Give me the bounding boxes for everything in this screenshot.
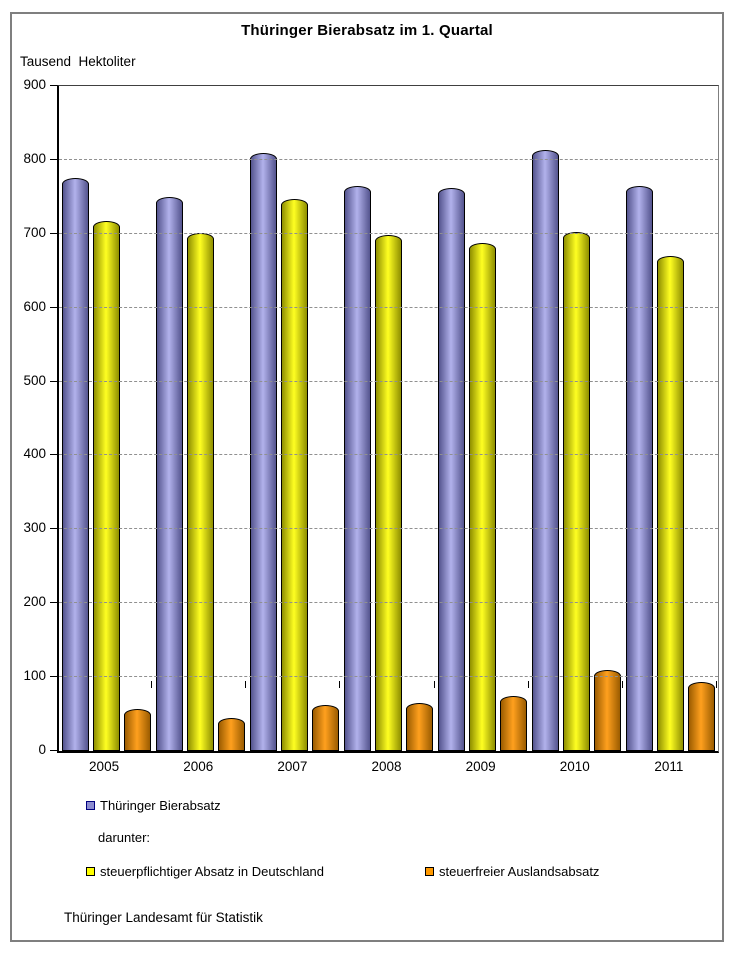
bar-group-2009 — [436, 86, 530, 751]
bar-group-2007 — [247, 86, 341, 751]
y-tick-900 — [50, 85, 57, 86]
bar-2007-thüringer-bierabsatz — [249, 152, 277, 751]
bar-2007-steuerfreier-auslandsabsatz — [311, 705, 339, 751]
y-tick-300 — [50, 528, 57, 530]
y-tick-0 — [50, 750, 57, 751]
gridline-500 — [59, 380, 718, 382]
x-tick-0 — [57, 681, 58, 688]
bar-2008-steuerfreier-auslandsabsatz — [405, 702, 433, 751]
legend-darunter: darunter: — [98, 830, 150, 845]
y-tick-label-0: 0 — [38, 742, 46, 757]
y-tick-label-500: 500 — [23, 372, 46, 388]
bar-2008-steuerpflichtiger-absatz-in-deutschland — [374, 234, 402, 751]
bar-2005-thüringer-bierabsatz — [61, 178, 89, 751]
y-tick-800 — [50, 158, 57, 160]
x-tick-label-2006: 2006 — [183, 759, 214, 774]
y-tick-700 — [50, 232, 57, 234]
bar-2009-thüringer-bierabsatz — [438, 187, 466, 751]
y-tick-400 — [50, 454, 57, 456]
chart-frame: Thüringer Bierabsatz im 1. Quartal Tause… — [10, 12, 724, 942]
bar-2006-thüringer-bierabsatz — [155, 196, 183, 751]
bar-group-2008 — [341, 86, 435, 751]
y-tick-200 — [50, 602, 57, 604]
x-tick-4 — [433, 681, 435, 688]
gridline-800 — [59, 158, 718, 160]
legend-label-darunter: darunter: — [98, 830, 151, 845]
bar-group-2010 — [530, 86, 624, 751]
x-tick-5 — [527, 681, 529, 688]
y-tick-600 — [50, 306, 57, 308]
bar-2006-steuerfreier-auslandsabsatz — [217, 717, 245, 751]
y-tick-label-100: 100 — [23, 668, 46, 684]
y-tick-label-600: 600 — [23, 298, 46, 314]
x-tick-1 — [151, 681, 153, 688]
bar-2010-steuerfreier-auslandsabsatz — [594, 670, 622, 751]
bar-2011-steuerfreier-auslandsabsatz — [688, 681, 716, 751]
bar-group-2011 — [624, 86, 718, 751]
bar-2005-steuerpflichtiger-absatz-in-deutschland — [92, 221, 120, 751]
x-tick-label-2011: 2011 — [654, 759, 684, 774]
gridline-400 — [59, 454, 718, 456]
x-tick-6 — [621, 681, 623, 688]
bar-2008-thüringer-bierabsatz — [343, 185, 371, 751]
x-tick-label-2010: 2010 — [559, 759, 590, 774]
x-tick-2 — [245, 681, 247, 688]
y-tick-500 — [50, 380, 57, 382]
y-tick-label-700: 700 — [23, 224, 46, 240]
x-tick-label-2009: 2009 — [465, 759, 496, 774]
legend-label-domestic: steuerpflichtiger Absatz in Deutschland — [100, 864, 325, 879]
x-tick-3 — [339, 681, 341, 688]
legend-label-total: Thüringer Bierabsatz — [100, 798, 221, 813]
x-tick-label-2008: 2008 — [371, 759, 402, 774]
y-tick-label-900: 900 — [23, 77, 46, 92]
legend-marker-yellow-icon — [86, 867, 95, 876]
gridline-700 — [59, 232, 718, 234]
legend-label-export: steuerfreier Auslandsabsatz — [439, 864, 600, 879]
bar-2011-steuerpflichtiger-absatz-in-deutschland — [657, 255, 685, 751]
bar-2009-steuerpflichtiger-absatz-in-deutschland — [469, 242, 497, 751]
bar-2006-steuerpflichtiger-absatz-in-deutschland — [186, 233, 214, 751]
x-tick-7 — [716, 681, 717, 688]
gridline-200 — [59, 602, 718, 604]
x-axis-labels: 2005 2006 2007 2008 2009 2010 2011 — [57, 759, 716, 774]
y-tick-label-200: 200 — [23, 594, 46, 610]
x-tick-label-2005: 2005 — [89, 759, 120, 774]
bar-2005-steuerfreier-auslandsabsatz — [123, 708, 151, 751]
y-tick-label-800: 800 — [23, 150, 46, 166]
legend-marker-blue-icon — [86, 801, 95, 810]
bar-group-2006 — [153, 86, 247, 751]
x-tick-label-2007: 2007 — [277, 759, 308, 774]
bar-groups — [59, 86, 718, 751]
bar-2010-thüringer-bierabsatz — [532, 150, 560, 751]
gridline-600 — [59, 306, 718, 308]
source-caption: Thüringer Landesamt für Statistik — [64, 910, 263, 925]
legend-item-domestic: steuerpflichtiger Absatz in Deutschland — [86, 864, 324, 879]
chart-title: Thüringer Bierabsatz im 1. Quartal — [241, 22, 493, 39]
y-tick-label-400: 400 — [23, 446, 46, 462]
bar-2010-steuerpflichtiger-absatz-in-deutschland — [563, 231, 591, 751]
gridline-100 — [59, 676, 718, 678]
gridline-300 — [59, 528, 718, 530]
bar-2011-thüringer-bierabsatz — [626, 185, 654, 751]
y-axis-title: Tausend Hektoliter — [20, 54, 136, 69]
plot-area — [50, 85, 719, 753]
y-tick-label-300: 300 — [23, 520, 46, 536]
bar-2007-steuerpflichtiger-absatz-in-deutschland — [280, 199, 308, 751]
legend-item-total: Thüringer Bierabsatz — [86, 798, 221, 813]
legend-item-export: steuerfreier Auslandsabsatz — [425, 864, 599, 879]
bar-2009-steuerfreier-auslandsabsatz — [500, 696, 528, 751]
bar-group-2005 — [59, 86, 153, 751]
legend-marker-orange-icon — [425, 867, 434, 876]
y-tick-100 — [50, 676, 57, 678]
